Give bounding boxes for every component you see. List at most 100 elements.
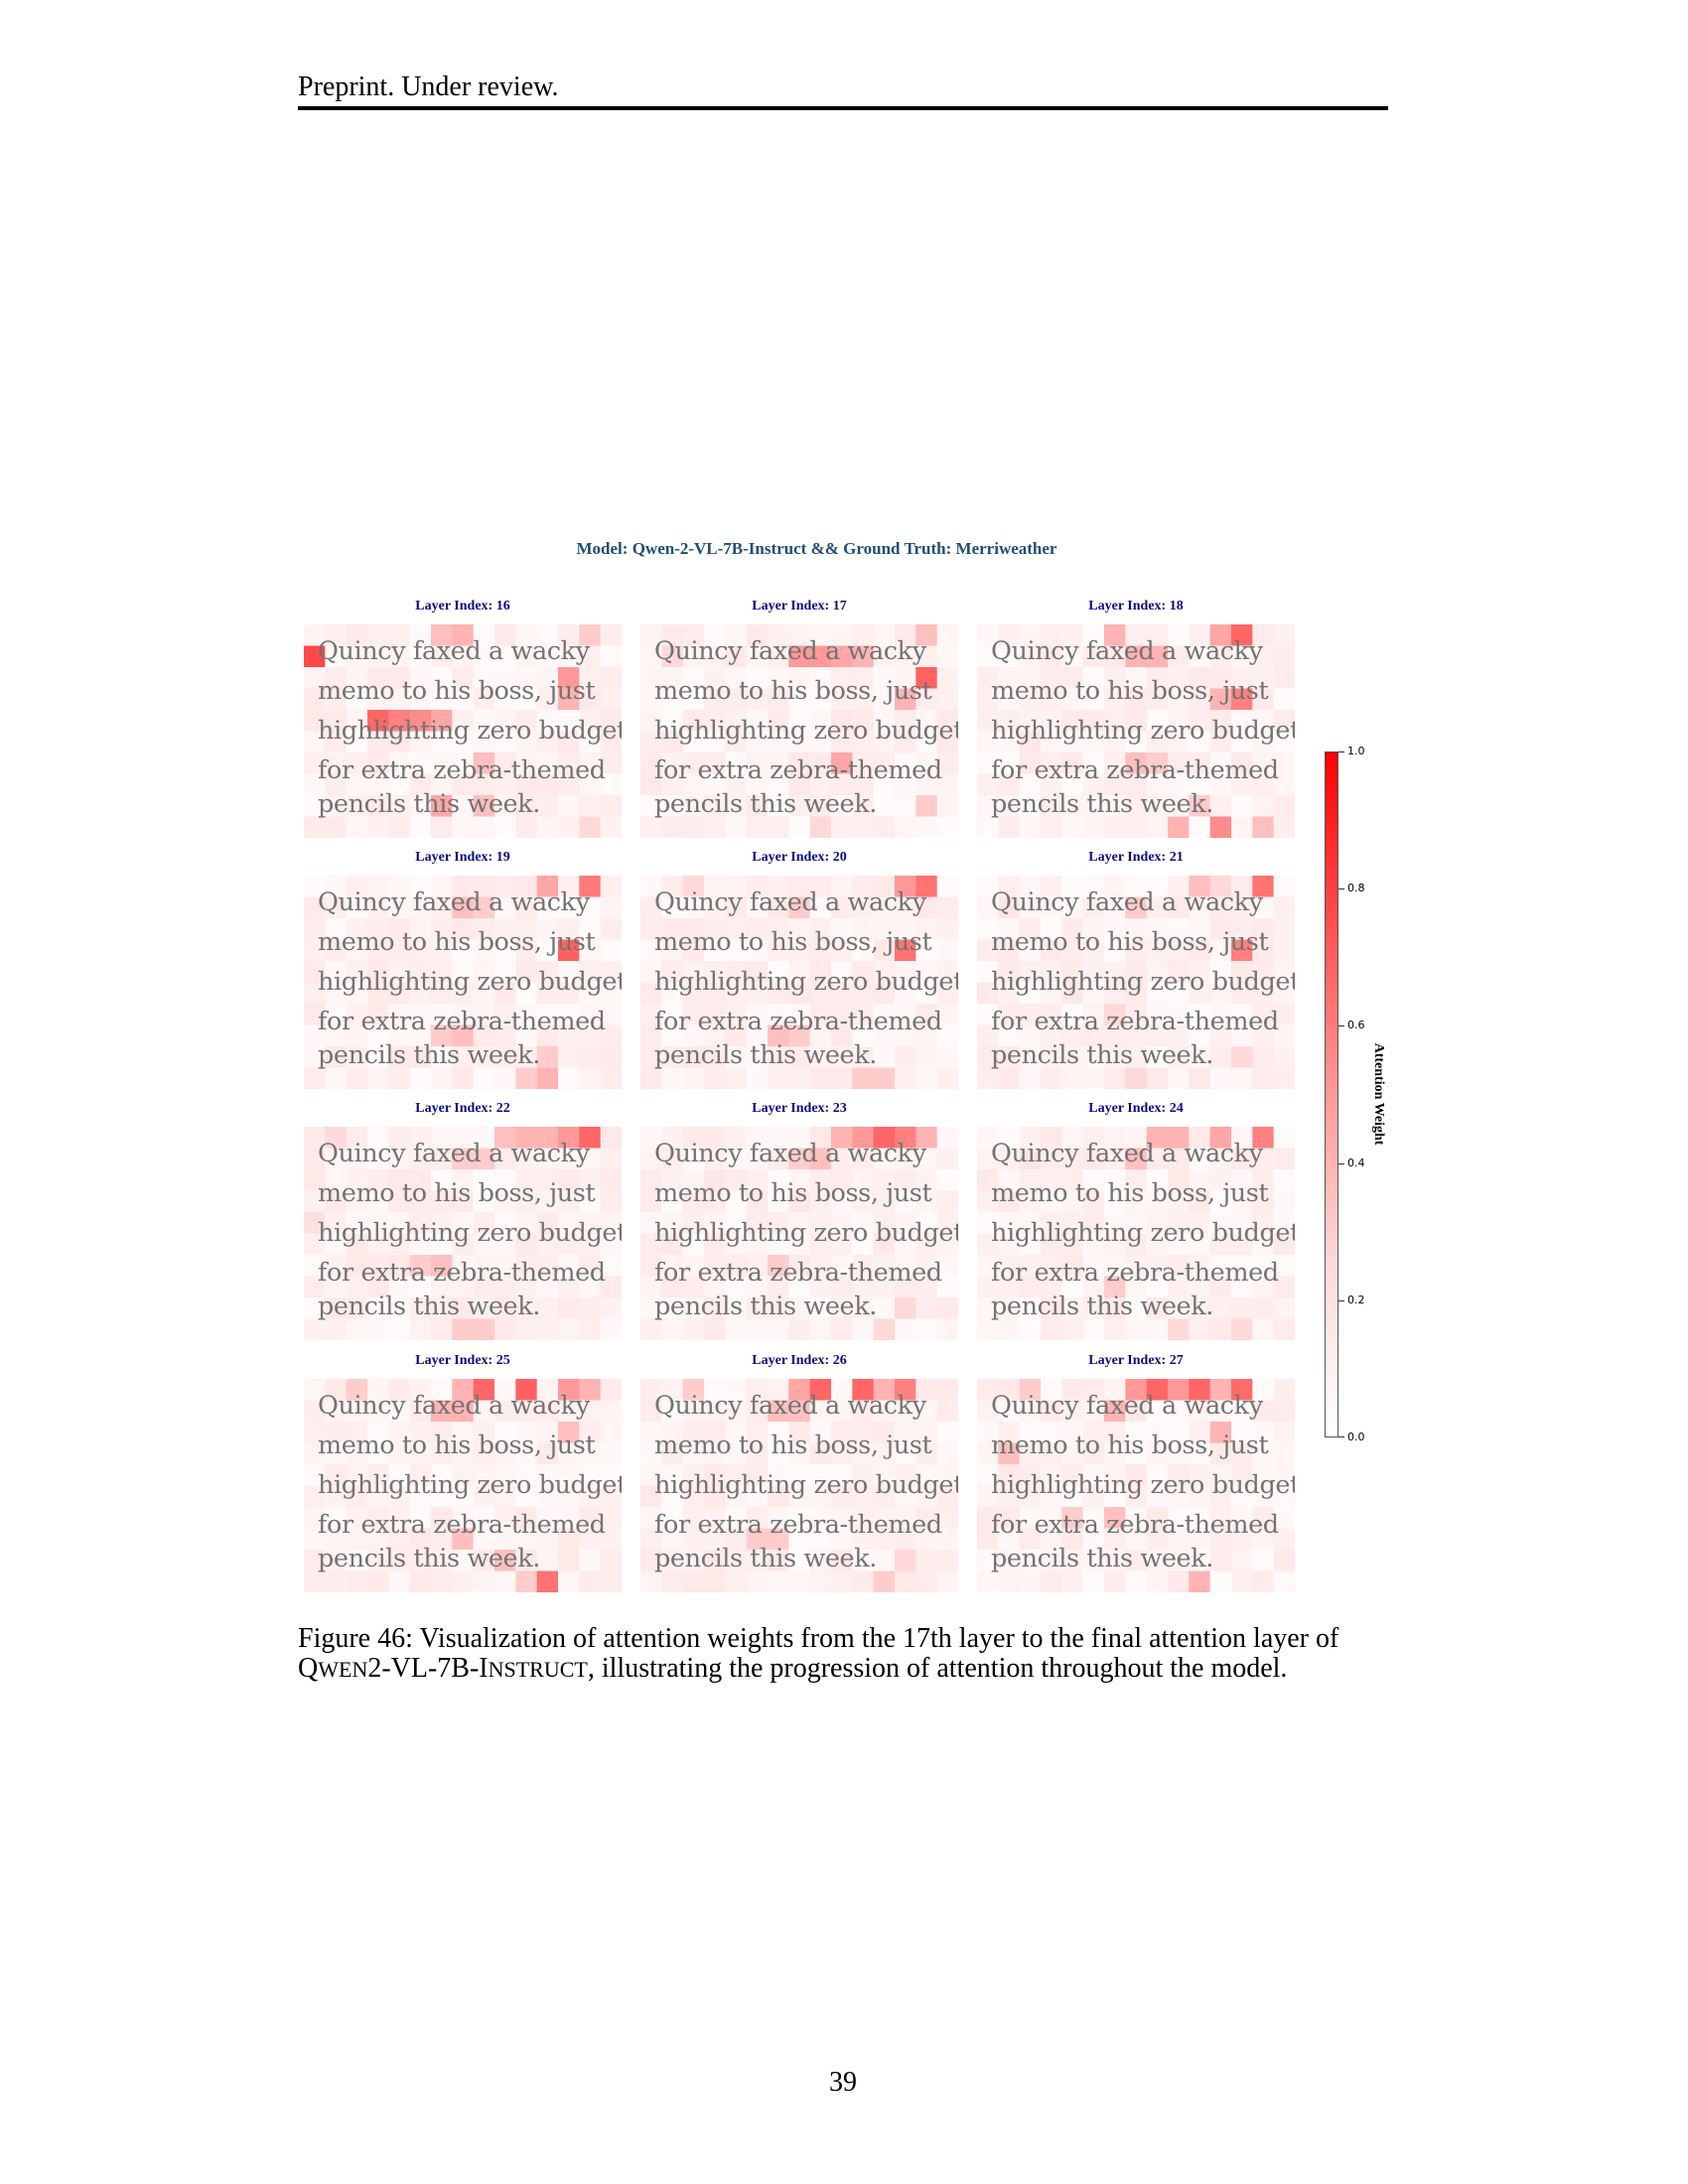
heatmap-cell <box>1231 1570 1253 1592</box>
heatmap-cell <box>977 1528 999 1551</box>
heatmap-cell <box>1041 1570 1062 1592</box>
heatmap-cell <box>809 1046 832 1068</box>
heatmap-cell <box>579 1570 602 1592</box>
heatmap-cell <box>600 710 622 732</box>
heatmap-cell <box>640 1507 662 1529</box>
heatmap-cell <box>661 1127 684 1149</box>
heatmap-cell <box>873 982 896 1005</box>
heatmap-cell <box>1252 1067 1275 1089</box>
heatmap-cell <box>1019 918 1042 940</box>
heatmap-cell <box>431 816 453 838</box>
heatmap-cell <box>536 752 559 774</box>
heatmap-cell <box>388 1024 411 1047</box>
heatmap-cell <box>494 1233 516 1256</box>
heatmap-cell <box>515 876 538 897</box>
heatmap-cell <box>346 1024 368 1047</box>
heatmap-cell <box>388 1464 411 1486</box>
heatmap-cell <box>1125 773 1148 796</box>
heatmap-cell <box>1082 1442 1105 1465</box>
heatmap-cell <box>1273 1190 1295 1213</box>
heatmap-cell <box>494 1067 516 1089</box>
heatmap-cell <box>1168 1485 1190 1508</box>
heatmap-cell <box>915 1297 938 1319</box>
heatmap-cell <box>431 1046 453 1068</box>
heatmap-cell <box>725 1485 748 1508</box>
heatmap-cell <box>809 752 832 774</box>
heatmap-cell <box>494 731 516 753</box>
heatmap-cell <box>725 1550 748 1571</box>
heatmap-cell <box>325 1276 348 1298</box>
heatmap-cell <box>515 1046 538 1068</box>
heatmap-cell <box>579 667 602 689</box>
heatmap-cell <box>494 1024 516 1047</box>
heatmap-cell <box>788 1570 811 1592</box>
heatmap-cell <box>1041 773 1062 796</box>
heatmap-cell <box>558 688 580 711</box>
heatmap-cell <box>515 816 538 838</box>
heatmap-cell <box>473 1004 495 1025</box>
heatmap-cell <box>1231 939 1253 962</box>
heatmap-cell <box>1041 1212 1062 1234</box>
heatmap-cell <box>788 1255 811 1277</box>
heatmap-cell <box>1061 896 1084 919</box>
heatmap-cell <box>473 1276 495 1298</box>
heatmap-cell <box>473 1400 495 1423</box>
heatmap-cell <box>579 1046 602 1068</box>
heatmap-cell <box>1061 1067 1084 1089</box>
heatmap-cell <box>936 918 958 940</box>
heatmap-cell <box>304 1550 326 1571</box>
heatmap-cell <box>661 667 684 689</box>
heatmap-cell <box>1061 1550 1084 1571</box>
heatmap-cell <box>579 1190 602 1213</box>
heatmap-cell <box>640 876 662 897</box>
heatmap-cell <box>1273 1550 1295 1571</box>
heatmap-cell <box>1082 710 1105 732</box>
heatmap-cell <box>746 645 769 668</box>
heatmap-cell <box>1082 1233 1105 1256</box>
heatmap-cell <box>1125 1550 1148 1571</box>
heatmap-cell <box>431 1233 453 1256</box>
heatmap-cell <box>304 876 326 897</box>
heatmap-cell <box>998 731 1021 753</box>
heatmap-cell <box>452 1127 475 1149</box>
heatmap-cell <box>809 1528 832 1551</box>
heatmap-cell <box>388 624 411 646</box>
heatmap-cell <box>915 982 938 1005</box>
heatmap-cell <box>367 667 389 689</box>
heatmap-cell <box>1189 1024 1211 1047</box>
heatmap-cell <box>936 1276 958 1298</box>
heatmap-cell <box>1252 1276 1275 1298</box>
heatmap-cell <box>346 1297 368 1319</box>
attention-heatmap <box>640 1379 958 1592</box>
heatmap-cell <box>346 1212 368 1234</box>
heatmap-cell <box>1189 1485 1211 1508</box>
heatmap-cell <box>515 773 538 796</box>
heatmap-cell <box>536 1297 559 1319</box>
heatmap-cell <box>1104 1024 1126 1047</box>
heatmap-cell <box>473 1485 495 1508</box>
heatmap-cell <box>1189 773 1211 796</box>
heatmap-cell <box>977 982 999 1005</box>
heatmap-cell <box>325 1297 348 1319</box>
heatmap-cell <box>431 710 453 732</box>
heatmap-cell <box>1061 1318 1084 1340</box>
heatmap-cell <box>788 624 811 646</box>
heatmap-cell <box>473 1233 495 1256</box>
heatmap-cell <box>494 1212 516 1234</box>
heatmap-cell <box>1168 624 1190 646</box>
heatmap-cell <box>640 816 662 838</box>
heatmap-cell <box>725 1190 748 1213</box>
heatmap-cell <box>1252 773 1275 796</box>
heatmap-cell <box>473 1297 495 1319</box>
heatmap-cell <box>725 1528 748 1551</box>
heatmap-cell <box>1041 918 1062 940</box>
heatmap-cell <box>809 961 832 983</box>
heatmap-cell <box>536 731 559 753</box>
heatmap-cell <box>1082 1169 1105 1191</box>
heatmap-cell <box>809 1067 832 1089</box>
heatmap-cell <box>473 876 495 897</box>
heatmap-cell <box>515 1379 538 1401</box>
heatmap-cell <box>809 918 832 940</box>
heatmap-cell <box>409 1297 432 1319</box>
heatmap-cell <box>473 1127 495 1149</box>
